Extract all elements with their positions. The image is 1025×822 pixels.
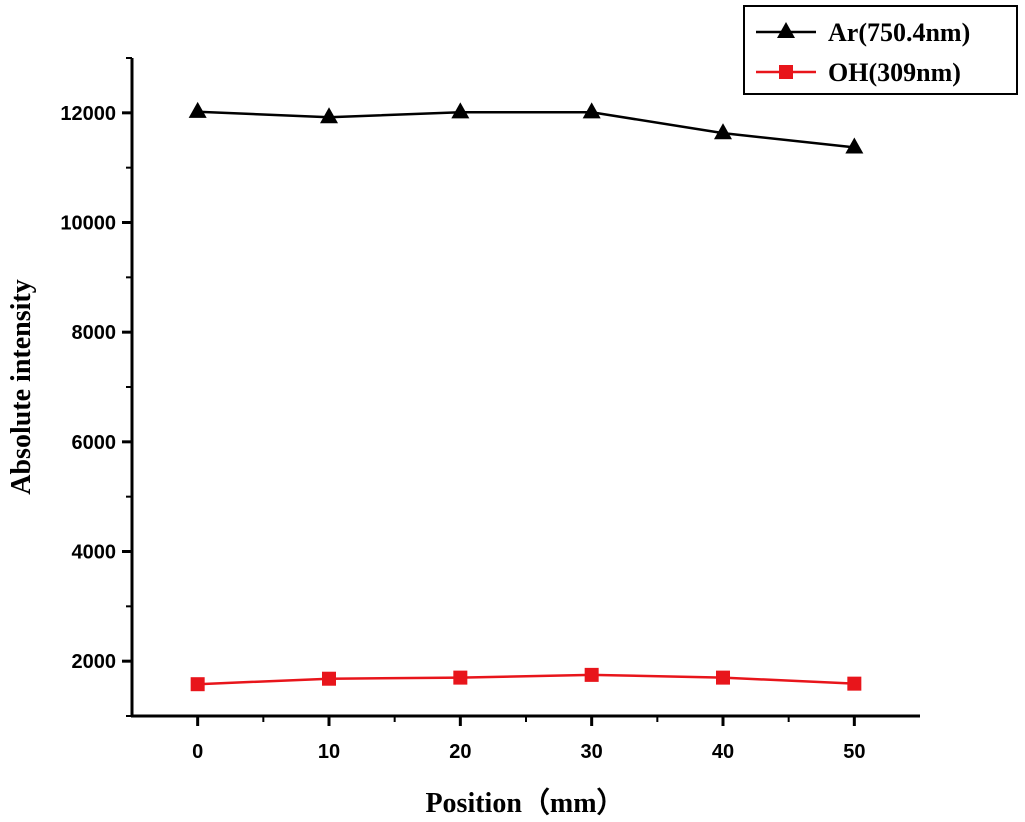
legend-label: OH(309nm) bbox=[828, 58, 961, 87]
y-tick-label: 10000 bbox=[60, 213, 116, 235]
legend-box bbox=[743, 5, 1018, 95]
legend-marker-square bbox=[779, 65, 793, 79]
data-point-square bbox=[453, 670, 468, 685]
series-line bbox=[197, 673, 855, 686]
series-1 bbox=[190, 667, 862, 692]
data-point-square bbox=[190, 677, 205, 692]
x-tick-label: 20 bbox=[449, 741, 471, 763]
data-point-triangle bbox=[582, 102, 601, 119]
y-tick-label: 4000 bbox=[72, 542, 117, 564]
data-point-square bbox=[322, 671, 336, 686]
x-tick-label: 30 bbox=[581, 741, 603, 763]
data-point-triangle bbox=[320, 107, 338, 124]
data-point-triangle bbox=[845, 137, 864, 154]
data-point-square bbox=[847, 676, 862, 691]
series-layer bbox=[188, 101, 864, 692]
data-point-triangle bbox=[451, 102, 470, 119]
series-0 bbox=[188, 101, 864, 154]
y-axis-title: Absolute intensity bbox=[6, 279, 37, 494]
y-tick-label: 8000 bbox=[72, 322, 117, 344]
y-tick-label: 12000 bbox=[60, 103, 116, 125]
x-tick-label: 10 bbox=[318, 741, 340, 763]
data-point-square bbox=[716, 670, 730, 685]
x-tick-label: 50 bbox=[843, 741, 865, 763]
x-axis-title: Position（mm） bbox=[425, 786, 624, 819]
legend: Ar(750.4nm) OH(309nm) bbox=[743, 5, 1018, 95]
data-point-triangle bbox=[188, 101, 207, 118]
x-tick-label: 0 bbox=[192, 741, 203, 763]
legend-label: Ar(750.4nm) bbox=[828, 18, 970, 47]
data-point-triangle bbox=[714, 123, 732, 140]
series-line bbox=[197, 110, 855, 149]
y-tick-label: 6000 bbox=[72, 432, 117, 454]
legend-marker-triangle bbox=[777, 22, 795, 38]
y-tick-label: 2000 bbox=[72, 651, 117, 673]
axes: 0 10 20 30 40 50 2000 4000 6000 8000 10000 12000 bbox=[60, 57, 920, 763]
data-point-square bbox=[584, 667, 599, 682]
x-tick-label: 40 bbox=[712, 741, 734, 763]
